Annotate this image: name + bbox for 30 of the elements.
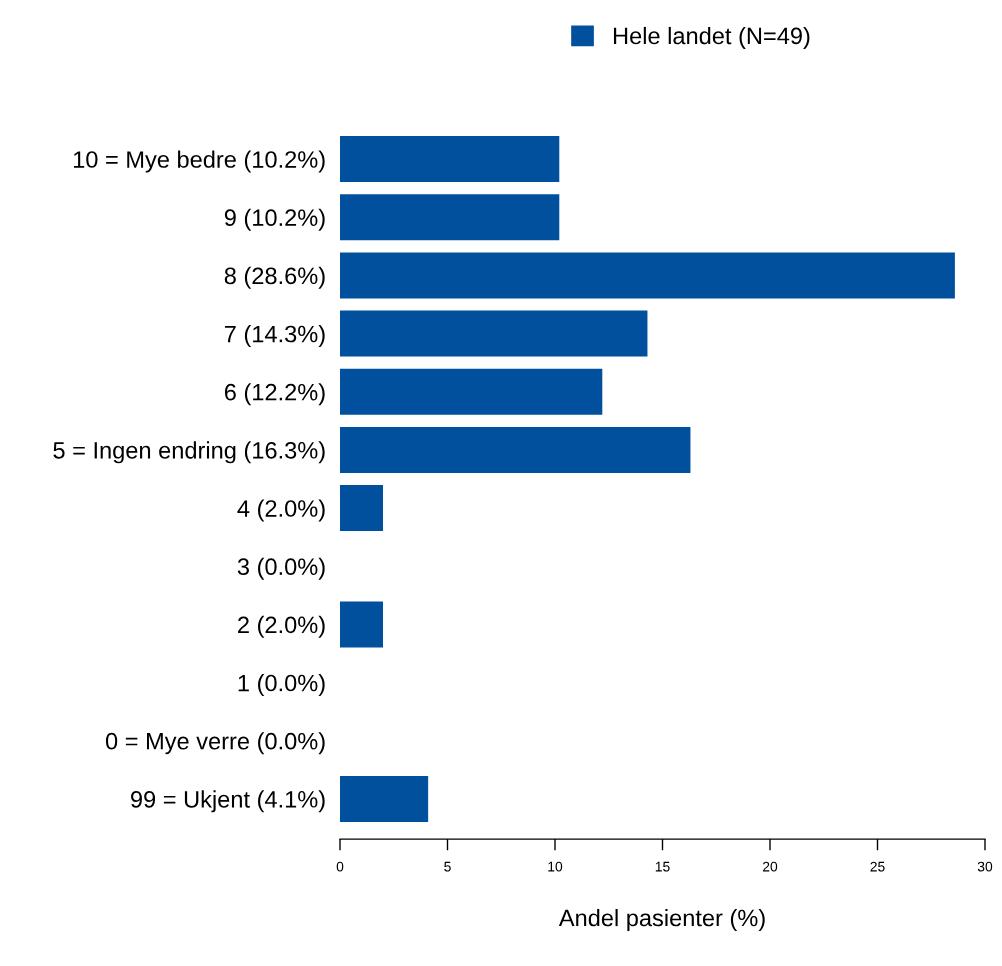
bar — [340, 252, 955, 299]
bar — [340, 194, 560, 241]
y-tick-label: 1 (0.0%) — [238, 674, 325, 697]
legend-label: Hele landet (N=49) — [613, 26, 810, 49]
x-tick-label: 0 — [336, 861, 344, 872]
x-tick-label: 15 — [655, 861, 670, 872]
y-tick-label: 99 = Ukjent (4.1%) — [131, 790, 325, 813]
x-tick-label: 10 — [548, 861, 563, 872]
bar — [340, 601, 383, 648]
x-axis-title: Andel pasienter (%) — [558, 909, 765, 932]
x-tick-label: 30 — [977, 861, 993, 872]
y-tick-label: 4 (2.0%) — [237, 499, 325, 522]
y-tick-label: 0 = Mye verre (0.0%) — [105, 732, 325, 755]
y-tick-label: 10 = Mye bedre (10.2%) — [73, 150, 325, 173]
y-tick-label: 9 (10.2%) — [224, 208, 325, 231]
bar — [340, 775, 429, 822]
bar — [340, 136, 560, 183]
y-tick-label: 5 = Ingen endring (16.3%) — [53, 441, 325, 464]
y-tick-label: 6 (12.2%) — [224, 383, 325, 406]
x-tick-label: 20 — [762, 861, 778, 872]
bar — [340, 485, 383, 532]
bar — [340, 368, 603, 415]
y-tick-label: 7 (14.3%) — [224, 325, 325, 348]
bar — [340, 310, 648, 357]
x-tick-label: 25 — [870, 861, 885, 872]
y-tick-label: 8 (28.6%) — [224, 266, 325, 289]
y-tick-label: 3 (0.0%) — [237, 557, 325, 580]
bar — [340, 426, 691, 473]
y-tick-label: 2 (2.0%) — [238, 615, 325, 638]
x-tick-label: 5 — [444, 861, 451, 872]
